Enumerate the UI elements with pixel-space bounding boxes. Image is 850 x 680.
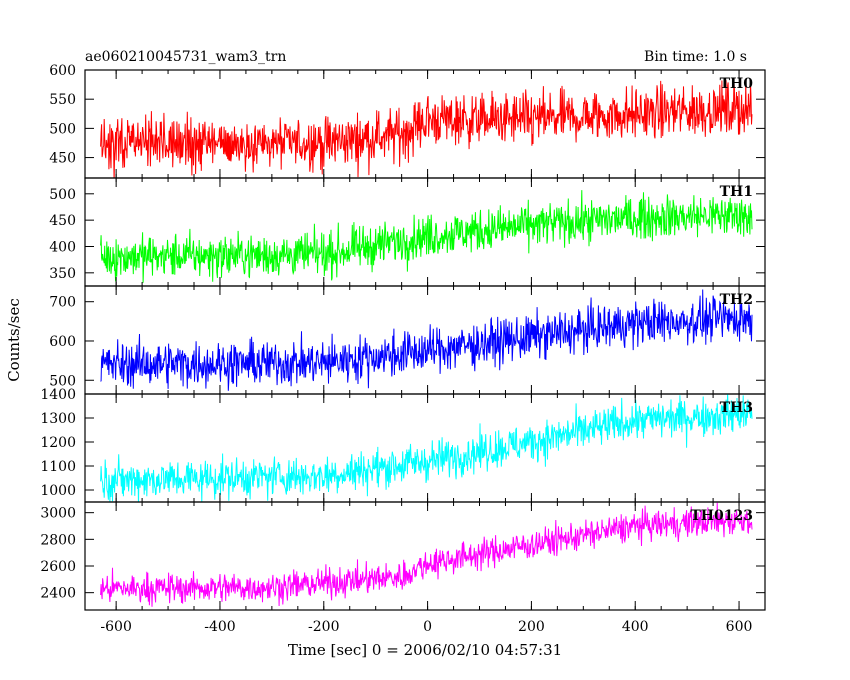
y-tick-label: 1400 — [40, 387, 76, 403]
y-tick-label: 1200 — [40, 435, 76, 451]
series-th0123 — [100, 502, 753, 607]
y-tick-label: 2600 — [40, 559, 76, 575]
panel-label-th0: TH0 — [720, 76, 754, 92]
panel-th3: 1000 1100 1200 1300 1400 TH3 — [40, 387, 766, 503]
y-tick-label: 1000 — [40, 483, 76, 499]
x-axis-title: Time [sec] 0 = 2006/02/10 04:57:31 — [288, 641, 562, 659]
y-tick-label: 3000 — [40, 506, 76, 522]
y-tick-label: 1300 — [40, 411, 76, 427]
panel-label-th0123: TH0123 — [690, 508, 753, 524]
panel-th2: 500 600 700 TH2 — [49, 285, 766, 395]
y-tick-label: 350 — [49, 266, 76, 282]
x-axis: -600 -400 -200 0 200 400 600 — [100, 619, 752, 635]
panels-group: 450 500 550 600 TH0 350 400 450 500 TH1 500 600 700 T… — [40, 63, 766, 611]
panel-label-th1: TH1 — [720, 184, 753, 200]
bin-time-label: Bin time: 1.0 s — [644, 49, 747, 65]
x-tick-label: -400 — [204, 619, 235, 635]
y-tick-label: 450 — [49, 213, 76, 229]
panel-frame — [84, 501, 766, 611]
y-tick-label: 700 — [49, 295, 76, 311]
observation-title: ae060210045731_wam3_trn — [85, 49, 286, 65]
y-tick-label: 2400 — [40, 586, 76, 602]
x-tick-label: -200 — [308, 619, 339, 635]
y-tick-label: 550 — [49, 92, 76, 108]
panel-th1: 350 400 450 500 TH1 — [49, 177, 766, 287]
y-axis-title: Counts/sec — [5, 298, 23, 382]
panel-label-th3: TH3 — [720, 400, 753, 416]
x-tick-label: 200 — [518, 619, 545, 635]
x-tick-label: 600 — [726, 619, 753, 635]
y-tick-label: 600 — [49, 334, 76, 350]
y-tick-label: 500 — [49, 121, 76, 137]
series-th2 — [100, 289, 753, 391]
y-tick-label: 1100 — [40, 459, 76, 475]
x-tick-label: 0 — [423, 619, 432, 635]
x-tick-label: 400 — [622, 619, 649, 635]
y-tick-label: 600 — [49, 63, 76, 79]
panel-th0123: 2400 2600 2800 3000 TH0123 — [40, 501, 766, 611]
panel-label-th2: TH2 — [720, 292, 753, 308]
series-th3 — [100, 394, 753, 502]
x-tick-label: -600 — [100, 619, 131, 635]
y-tick-label: 500 — [49, 373, 76, 389]
y-tick-label: 400 — [49, 239, 76, 255]
y-tick-label: 500 — [49, 187, 76, 203]
series-th1 — [100, 190, 753, 283]
panel-th0: 450 500 550 600 TH0 — [49, 63, 766, 179]
y-tick-label: 2800 — [40, 532, 76, 548]
y-tick-label: 450 — [49, 151, 76, 167]
series-th0 — [100, 80, 753, 178]
